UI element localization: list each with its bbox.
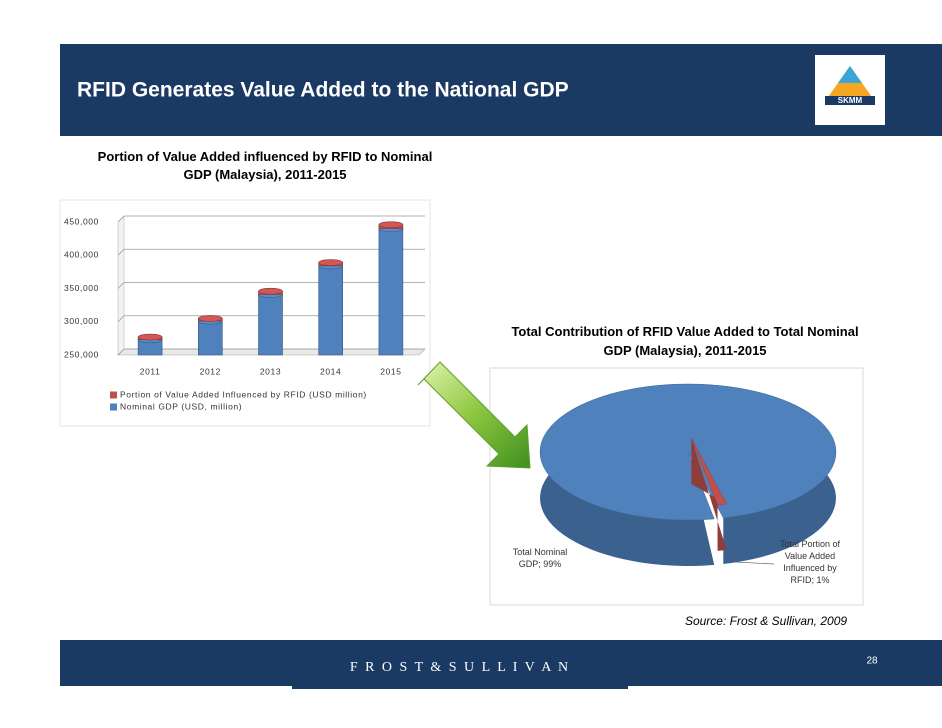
header-bar [60, 44, 942, 136]
legend-label: Nominal GDP (USD, million) [120, 401, 242, 411]
bar-cap [198, 315, 223, 322]
chart-frame [489, 367, 864, 606]
logo-band [825, 96, 875, 105]
grid-line [117, 315, 125, 323]
leader-line [734, 561, 775, 565]
source: Source: Frost & Sullivan, 2009 [685, 614, 847, 628]
x-tick-label: 2015 [380, 366, 401, 376]
page-number: 28 [866, 656, 878, 667]
x-tick-label: 2013 [260, 366, 281, 376]
x-tick-label: 2014 [320, 366, 341, 376]
bar [378, 228, 404, 356]
pie-slice [539, 383, 837, 521]
legend-swatch [110, 403, 117, 411]
chart-title: Total Contribution of RFID Value Added t… [511, 324, 858, 358]
legend-label: Portion of Value Added Influenced by RFI… [120, 389, 367, 399]
y-tick-label: 350,000 [64, 283, 99, 293]
footer-line [292, 686, 628, 689]
grid-line [117, 348, 125, 356]
y-tick-label: 300,000 [64, 316, 99, 326]
bar [198, 320, 223, 356]
pie-slice-group [691, 437, 728, 551]
pie-slice [691, 437, 728, 506]
grid-line [117, 215, 125, 223]
y-tick-label: 400,000 [64, 250, 99, 260]
slide-title: RFID Generates Value Added to the Nation… [77, 79, 569, 102]
arrow [417, 361, 531, 469]
bar [258, 294, 283, 356]
pie-side [691, 437, 727, 551]
grid-line [117, 282, 125, 289]
x-tick-label: 2011 [140, 366, 161, 376]
x-tick-label: 2012 [200, 366, 221, 376]
legend-swatch [110, 391, 117, 399]
bar-cap [258, 287, 283, 295]
pie-slice-group [539, 383, 837, 566]
y-tick-label: 250,000 [64, 349, 99, 359]
data-label: Total Nominal GDP; 99% [513, 547, 568, 569]
data-label: Total Portion of Value Added Influenced by… [780, 539, 841, 585]
logo-icon [838, 66, 862, 83]
chart-title: Portion of Value Added influenced by RFI… [98, 149, 433, 182]
bar-cap [137, 333, 163, 341]
footer-brand: F R O S T & S U L L I V A N [350, 660, 570, 675]
bar-cap [378, 221, 404, 228]
grid-line [117, 248, 125, 256]
logo-text: SKMM [838, 96, 863, 105]
bar [318, 265, 344, 356]
footer-bar [60, 640, 942, 686]
bar-cap [318, 259, 344, 266]
chart-frame [59, 199, 431, 427]
y-tick-label: 450,000 [64, 216, 99, 226]
